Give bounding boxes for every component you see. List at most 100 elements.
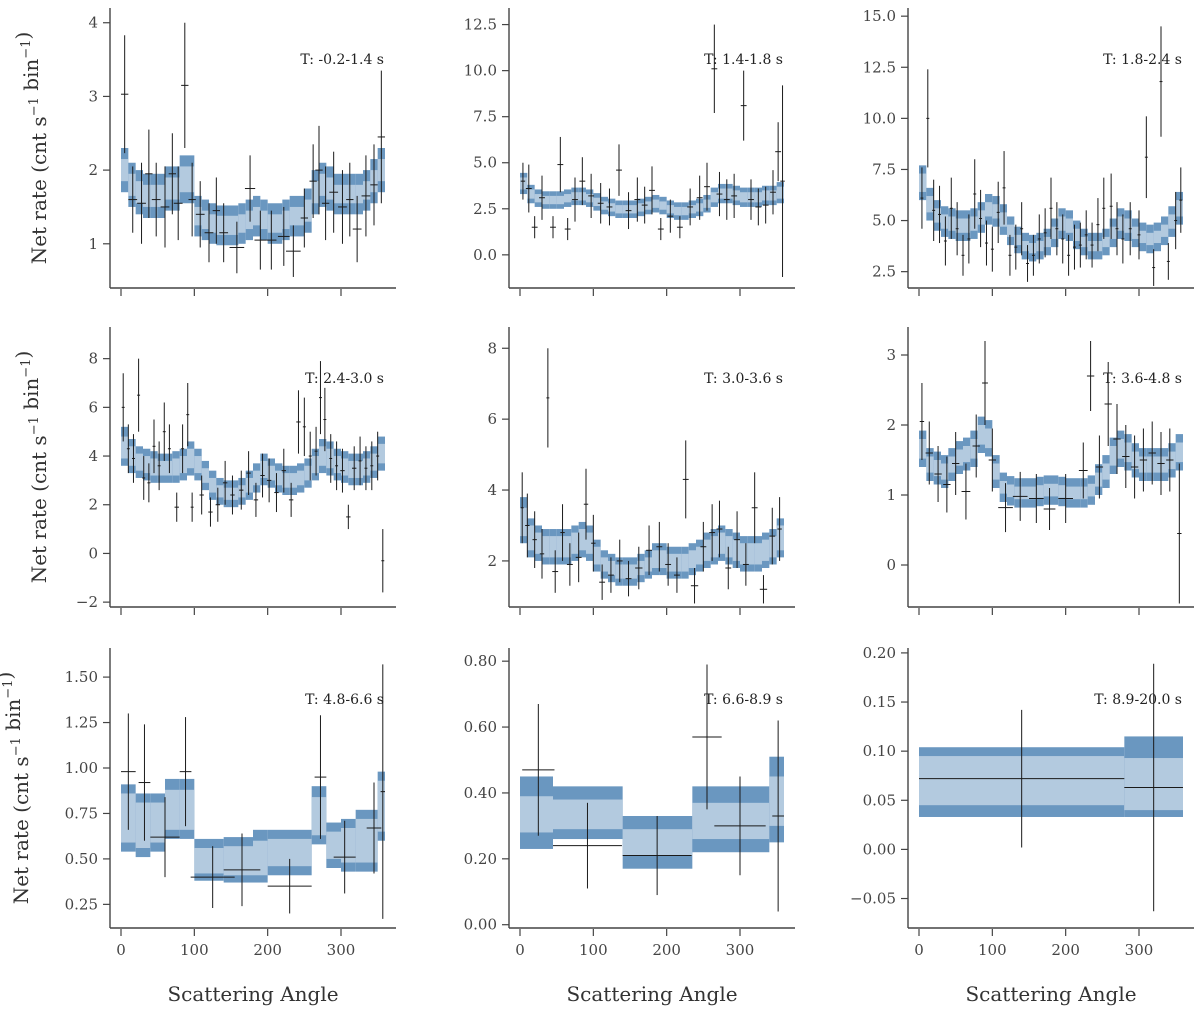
data-point — [179, 717, 192, 827]
data-point — [181, 22, 189, 148]
band-inner-bin — [1139, 230, 1147, 244]
band-inner-bin — [992, 204, 1000, 219]
band-inner-bin — [143, 184, 151, 207]
data-point — [199, 475, 204, 515]
data-point — [137, 358, 141, 432]
band-inner-bin — [1161, 224, 1169, 237]
data-point — [1049, 177, 1053, 239]
band-inner-bin — [556, 195, 564, 205]
data-point — [716, 171, 723, 217]
data-point — [254, 210, 267, 270]
panel-title: T: 3.0-3.6 s — [704, 371, 783, 387]
data-points — [520, 24, 785, 277]
data-point — [302, 397, 306, 457]
data-point — [700, 521, 707, 572]
band-inner-bin — [1021, 486, 1029, 500]
data-point — [979, 189, 983, 248]
band-inner-bin — [977, 210, 985, 225]
data-point — [583, 468, 589, 540]
data-point — [769, 507, 776, 565]
data-point — [742, 543, 749, 586]
data-points — [919, 663, 1183, 912]
y-tick-label: 0.20 — [464, 850, 497, 868]
x-tick-label: 200 — [253, 941, 282, 959]
model-band — [121, 426, 385, 508]
y-tick-label: 10.0 — [464, 62, 497, 80]
band-inner-bin — [187, 448, 195, 469]
data-point — [1115, 202, 1119, 256]
band-inner-bin — [571, 532, 579, 554]
data-point — [1067, 234, 1071, 276]
data-point — [734, 511, 740, 569]
band-inner-bin — [326, 177, 334, 200]
data-point — [377, 70, 385, 204]
data-point — [223, 833, 261, 907]
band-inner-bin — [377, 443, 385, 464]
band-inner-bin — [143, 456, 151, 474]
band-inner-bin — [311, 797, 327, 836]
band-inner-bin — [608, 560, 616, 576]
data-point — [1139, 428, 1148, 492]
data-point — [1104, 362, 1112, 446]
data-point — [731, 173, 738, 218]
y-tick-label: 0.20 — [863, 644, 896, 662]
data-point — [160, 166, 170, 248]
panel-8: 0 100 200 300 0.00 0.20 0.40 0.60 0.80 T: 6.6-8.9… — [464, 648, 795, 1006]
y-tick-label: 5.0 — [473, 154, 497, 172]
band-inner-bin — [652, 199, 660, 208]
y-tick-label: 0 — [88, 544, 98, 562]
band-inner-bin — [659, 550, 667, 569]
band-inner-bin — [275, 470, 283, 486]
data-point — [352, 195, 362, 263]
band-inner-bin — [970, 216, 978, 231]
band-inner-bin — [776, 525, 784, 551]
band-inner-bin — [121, 159, 129, 182]
band-inner-bin — [128, 173, 136, 196]
data-point — [520, 472, 524, 544]
data-point — [1159, 26, 1163, 137]
band-inner-bin — [1058, 485, 1066, 498]
y-tick-label: 1 — [886, 486, 896, 504]
data-point — [286, 225, 301, 277]
band-inner-bin — [253, 206, 261, 226]
data-point — [1020, 202, 1024, 256]
band-inner-bin — [630, 564, 638, 579]
band-inner-bin — [223, 215, 231, 235]
data-point — [1012, 471, 1028, 521]
band-inner-bin — [172, 177, 180, 200]
data-point — [195, 181, 205, 248]
data-point — [634, 177, 641, 222]
band-inner-bin — [1168, 214, 1176, 229]
band-inner-bin — [622, 205, 630, 214]
data-point — [566, 543, 573, 586]
data-point — [1037, 214, 1041, 264]
panel-title: T: 6.6-8.9 s — [704, 692, 783, 708]
band-inner-bin — [260, 210, 268, 230]
band-inner-bin — [593, 197, 601, 207]
data-point — [323, 387, 327, 452]
band-inner-bin — [326, 831, 341, 859]
data-point — [552, 550, 559, 593]
band-inner-bin — [948, 456, 956, 473]
data-point — [186, 383, 190, 447]
data-point — [126, 424, 130, 474]
data-point — [380, 664, 385, 919]
data-point — [361, 155, 371, 237]
x-axis-label: Scattering Angle — [965, 982, 1136, 1006]
y-tick-label: 5.0 — [872, 212, 896, 230]
data-point — [381, 529, 385, 593]
band-inner-bin — [179, 166, 187, 193]
band-inner-bin — [135, 453, 143, 471]
band-inner-bin — [179, 456, 187, 474]
panel-7: 0 100 200 300 0.25 0.50 0.75 1.00 1.25 1.50 T: 4.8… — [0, 648, 396, 1006]
data-point — [1152, 249, 1156, 286]
data-point — [1029, 474, 1044, 523]
data-point — [925, 421, 933, 485]
data-point — [239, 470, 244, 510]
data-point — [1043, 208, 1047, 258]
band-inner-bin — [267, 838, 297, 867]
data-point — [167, 424, 171, 474]
band-inner-bin — [926, 456, 934, 473]
y-tick-label: 0.10 — [863, 742, 896, 760]
y-tick-label: 2.5 — [473, 200, 497, 218]
